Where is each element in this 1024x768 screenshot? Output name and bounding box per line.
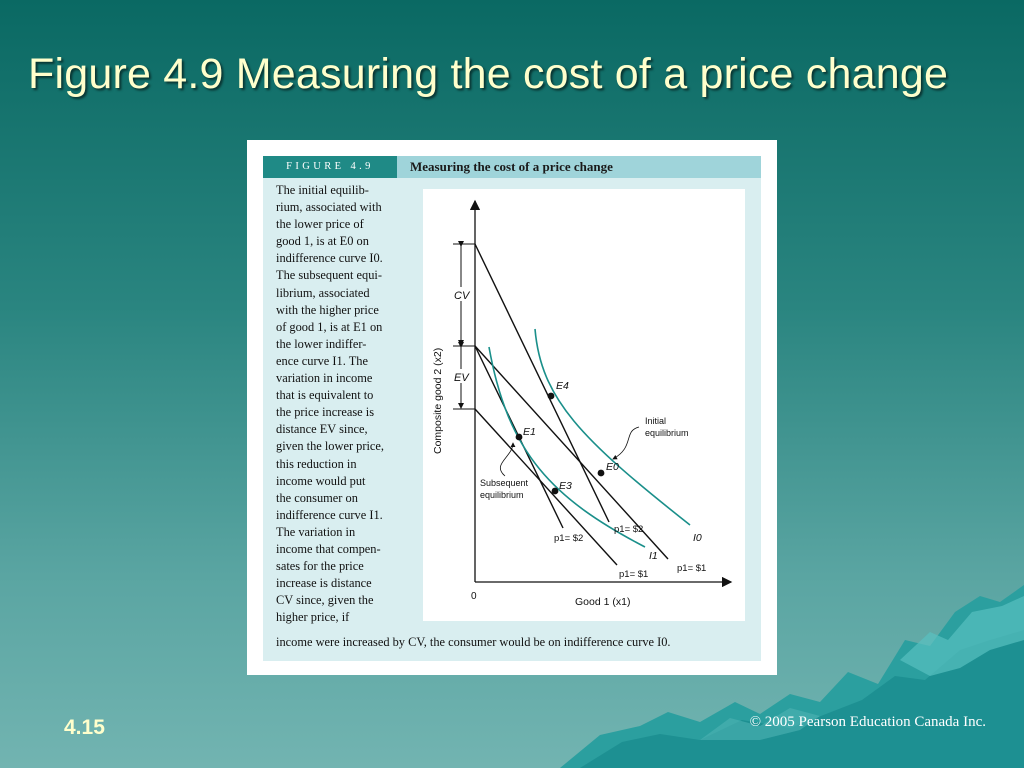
label-E0: E0 xyxy=(606,461,619,473)
caption-line: the lower price of xyxy=(276,217,364,232)
figure-caption-last-line: income were increased by CV, the consume… xyxy=(276,635,671,649)
label-E3: E3 xyxy=(559,480,572,492)
label-p1-lower: p1= $1 xyxy=(619,569,648,580)
caption-line: of good 1, is at E1 on xyxy=(276,319,383,334)
ev-label-bg xyxy=(451,369,471,383)
figure-panel: FIGURE 4.9 Measuring the cost of a price… xyxy=(263,156,761,661)
caption-line: indifference curve I0. xyxy=(276,251,383,266)
point-E0 xyxy=(597,469,605,477)
label-p2-upper: p1= $2 xyxy=(614,524,643,535)
caption-line: distance EV since, xyxy=(276,422,368,437)
caption-line: that is equivalent to xyxy=(276,388,374,403)
diagram-area: CV EV Composite good 2 (x2) Good 1 (x1) … xyxy=(423,189,745,621)
figure-caption: The initial equilib-rium, associated wit… xyxy=(276,182,421,626)
annotation-subsequent-pointer xyxy=(499,442,516,477)
caption-line: The initial equilib- xyxy=(276,183,369,197)
indifference-curve-I0 xyxy=(534,328,691,526)
point-E4 xyxy=(547,392,555,400)
figure-label: FIGURE 4.9 xyxy=(263,156,397,178)
caption-line: the price increase is xyxy=(276,405,375,420)
cost-of-price-change-diagram: CV EV Composite good 2 (x2) Good 1 (x1) … xyxy=(432,199,733,608)
caption-line: librium, associated xyxy=(276,285,370,300)
x-axis-label: Good 1 (x1) xyxy=(575,596,630,608)
caption-line: income that compen- xyxy=(276,541,381,556)
figure-title: Measuring the cost of a price change xyxy=(410,159,613,174)
caption-line: ence curve I1. The xyxy=(276,353,368,368)
budget-line-p1-lower xyxy=(474,408,618,566)
point-E1 xyxy=(515,433,523,441)
annotation-subsequent-line2: equilibrium xyxy=(480,490,524,500)
caption-line: good 1, is at E0 on xyxy=(276,234,369,249)
caption-line: indifference curve I1. xyxy=(276,507,383,522)
origin-label: 0 xyxy=(471,591,477,602)
annotation-subsequent-line1: Subsequent xyxy=(480,478,529,488)
caption-line: increase is distance xyxy=(276,576,372,591)
annotation-initial-line2: equilibrium xyxy=(645,428,689,438)
annotation-initial-line1: Initial xyxy=(645,416,666,426)
label-E4: E4 xyxy=(556,380,569,392)
figure-header: FIGURE 4.9 Measuring the cost of a price… xyxy=(263,156,761,178)
annotation-initial-pointer xyxy=(612,426,640,460)
caption-line: higher price, if xyxy=(276,610,350,625)
caption-line: with the higher price xyxy=(276,302,379,317)
caption-line: the consumer on xyxy=(276,490,358,505)
label-p2-lower: p1= $2 xyxy=(554,533,583,544)
slide-title: Figure 4.9 Measuring the cost of a price… xyxy=(28,50,949,98)
y-axis-label: Composite good 2 (x2) xyxy=(432,348,444,454)
caption-line: income would put xyxy=(276,473,366,488)
caption-line: The variation in xyxy=(276,524,356,539)
caption-line: this reduction in xyxy=(276,456,357,471)
cv-label-bg xyxy=(451,287,471,301)
slide-number: 4.15 xyxy=(64,716,105,739)
budget-line-p1-upper xyxy=(474,345,669,560)
caption-line: The subsequent equi- xyxy=(276,268,382,283)
point-E3 xyxy=(551,487,559,495)
figure-card: FIGURE 4.9 Measuring the cost of a price… xyxy=(247,140,777,675)
budget-line-p2-upper xyxy=(474,243,610,523)
label-I0: I0 xyxy=(693,532,702,544)
caption-line: sates for the price xyxy=(276,559,364,574)
copyright-notice: © 2005 Pearson Education Canada Inc. xyxy=(749,714,986,730)
caption-line: CV since, given the xyxy=(276,593,374,608)
caption-line: the lower indiffer- xyxy=(276,336,367,351)
indifference-curve-I1 xyxy=(488,346,646,548)
label-p1-upper: p1= $1 xyxy=(677,563,706,574)
cv-label: CV xyxy=(454,290,471,302)
ev-label: EV xyxy=(454,372,470,384)
caption-line: given the lower price, xyxy=(276,439,385,454)
caption-line: variation in income xyxy=(276,371,373,386)
label-I1: I1 xyxy=(649,550,658,562)
caption-line: rium, associated with xyxy=(276,200,382,215)
label-E1: E1 xyxy=(523,426,536,438)
